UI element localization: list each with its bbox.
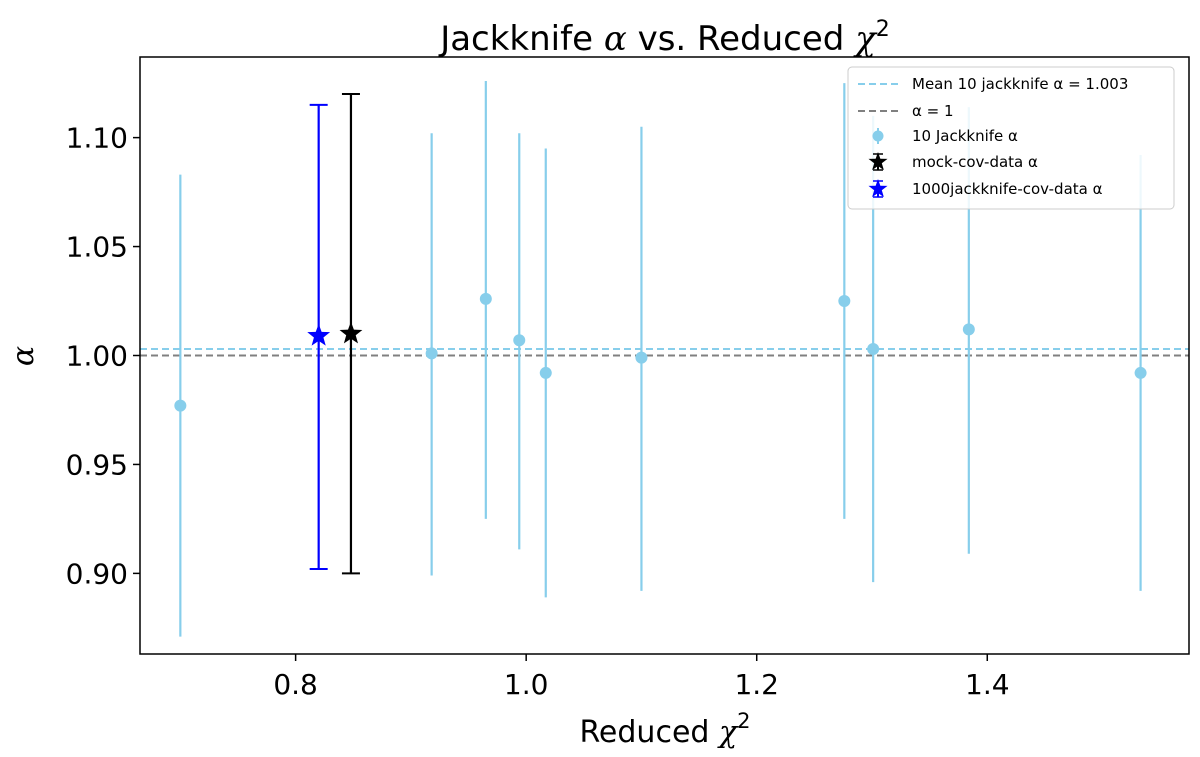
legend-label: Mean 10 jackknife α = 1.003 xyxy=(912,75,1128,93)
data-point xyxy=(1134,366,1147,379)
data-point-star xyxy=(339,321,363,344)
legend-marker-circle xyxy=(872,130,884,142)
data-point xyxy=(174,399,187,412)
x-tick-label: 1.2 xyxy=(734,668,779,701)
legend-box xyxy=(847,66,1175,210)
x-tick-label: 0.8 xyxy=(273,668,318,701)
legend-label: α = 1 xyxy=(912,102,954,120)
y-tick-label: 1.05 xyxy=(66,231,128,264)
legend-label: 10 Jackknife α xyxy=(912,127,1018,145)
reference-lines xyxy=(140,347,1189,357)
data-point xyxy=(867,342,880,355)
y-axis-label: α xyxy=(6,346,41,366)
x-axis-ticks: 0.8 1.0 1.2 1.4 xyxy=(273,654,1010,701)
y-tick-label: 0.90 xyxy=(66,557,128,590)
legend: Mean 10 jackknife α = 1.003 α = 1 10 Jackk… xyxy=(847,66,1175,210)
y-axis-ticks: 0.90 0.95 1.00 1.05 1.10 xyxy=(66,122,140,590)
data-point xyxy=(513,334,526,347)
legend-label: 1000jackknife-cov-data α xyxy=(912,180,1103,198)
data-point xyxy=(838,295,851,308)
legend-label: mock-cov-data α xyxy=(912,153,1038,171)
y-tick-label: 1.10 xyxy=(66,122,128,155)
data-point xyxy=(539,366,552,379)
y-tick-label: 1.00 xyxy=(66,340,128,373)
data-point-star xyxy=(307,323,331,346)
data-point xyxy=(479,292,492,305)
x-tick-label: 1.0 xyxy=(504,668,549,701)
data-point xyxy=(425,347,438,360)
x-tick-label: 1.4 xyxy=(965,668,1010,701)
legend-marker-star xyxy=(868,179,888,198)
x-axis-label: Reduced χ2 xyxy=(579,709,750,750)
data-point xyxy=(635,351,648,364)
chart-title: Jackknife α vs. Reduced χ2 xyxy=(438,17,890,59)
data-point xyxy=(962,323,975,336)
legend-marker-star xyxy=(868,152,888,171)
y-tick-label: 0.95 xyxy=(66,448,128,481)
